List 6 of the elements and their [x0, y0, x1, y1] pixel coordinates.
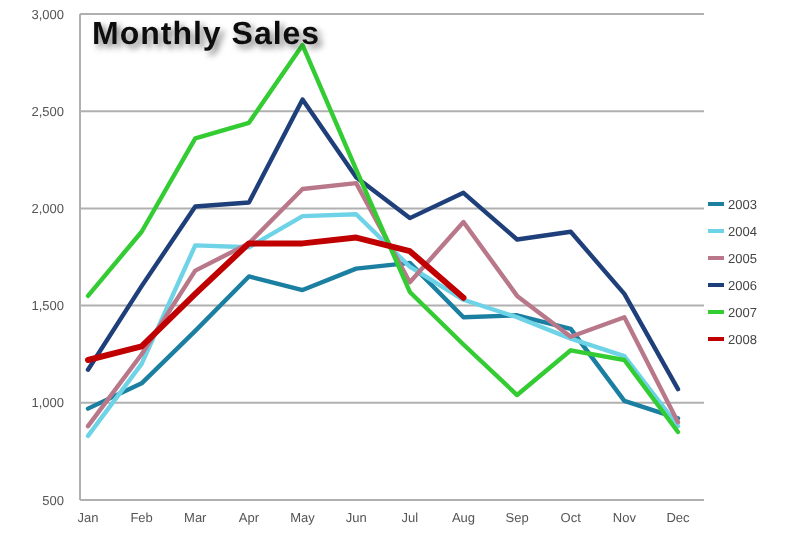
line-series: [85, 180, 681, 429]
line-series: [85, 212, 681, 439]
line-series: [85, 234, 467, 364]
line-series: [85, 97, 681, 392]
chart-title: Monthly Sales: [92, 18, 321, 52]
line-series: [85, 260, 681, 421]
